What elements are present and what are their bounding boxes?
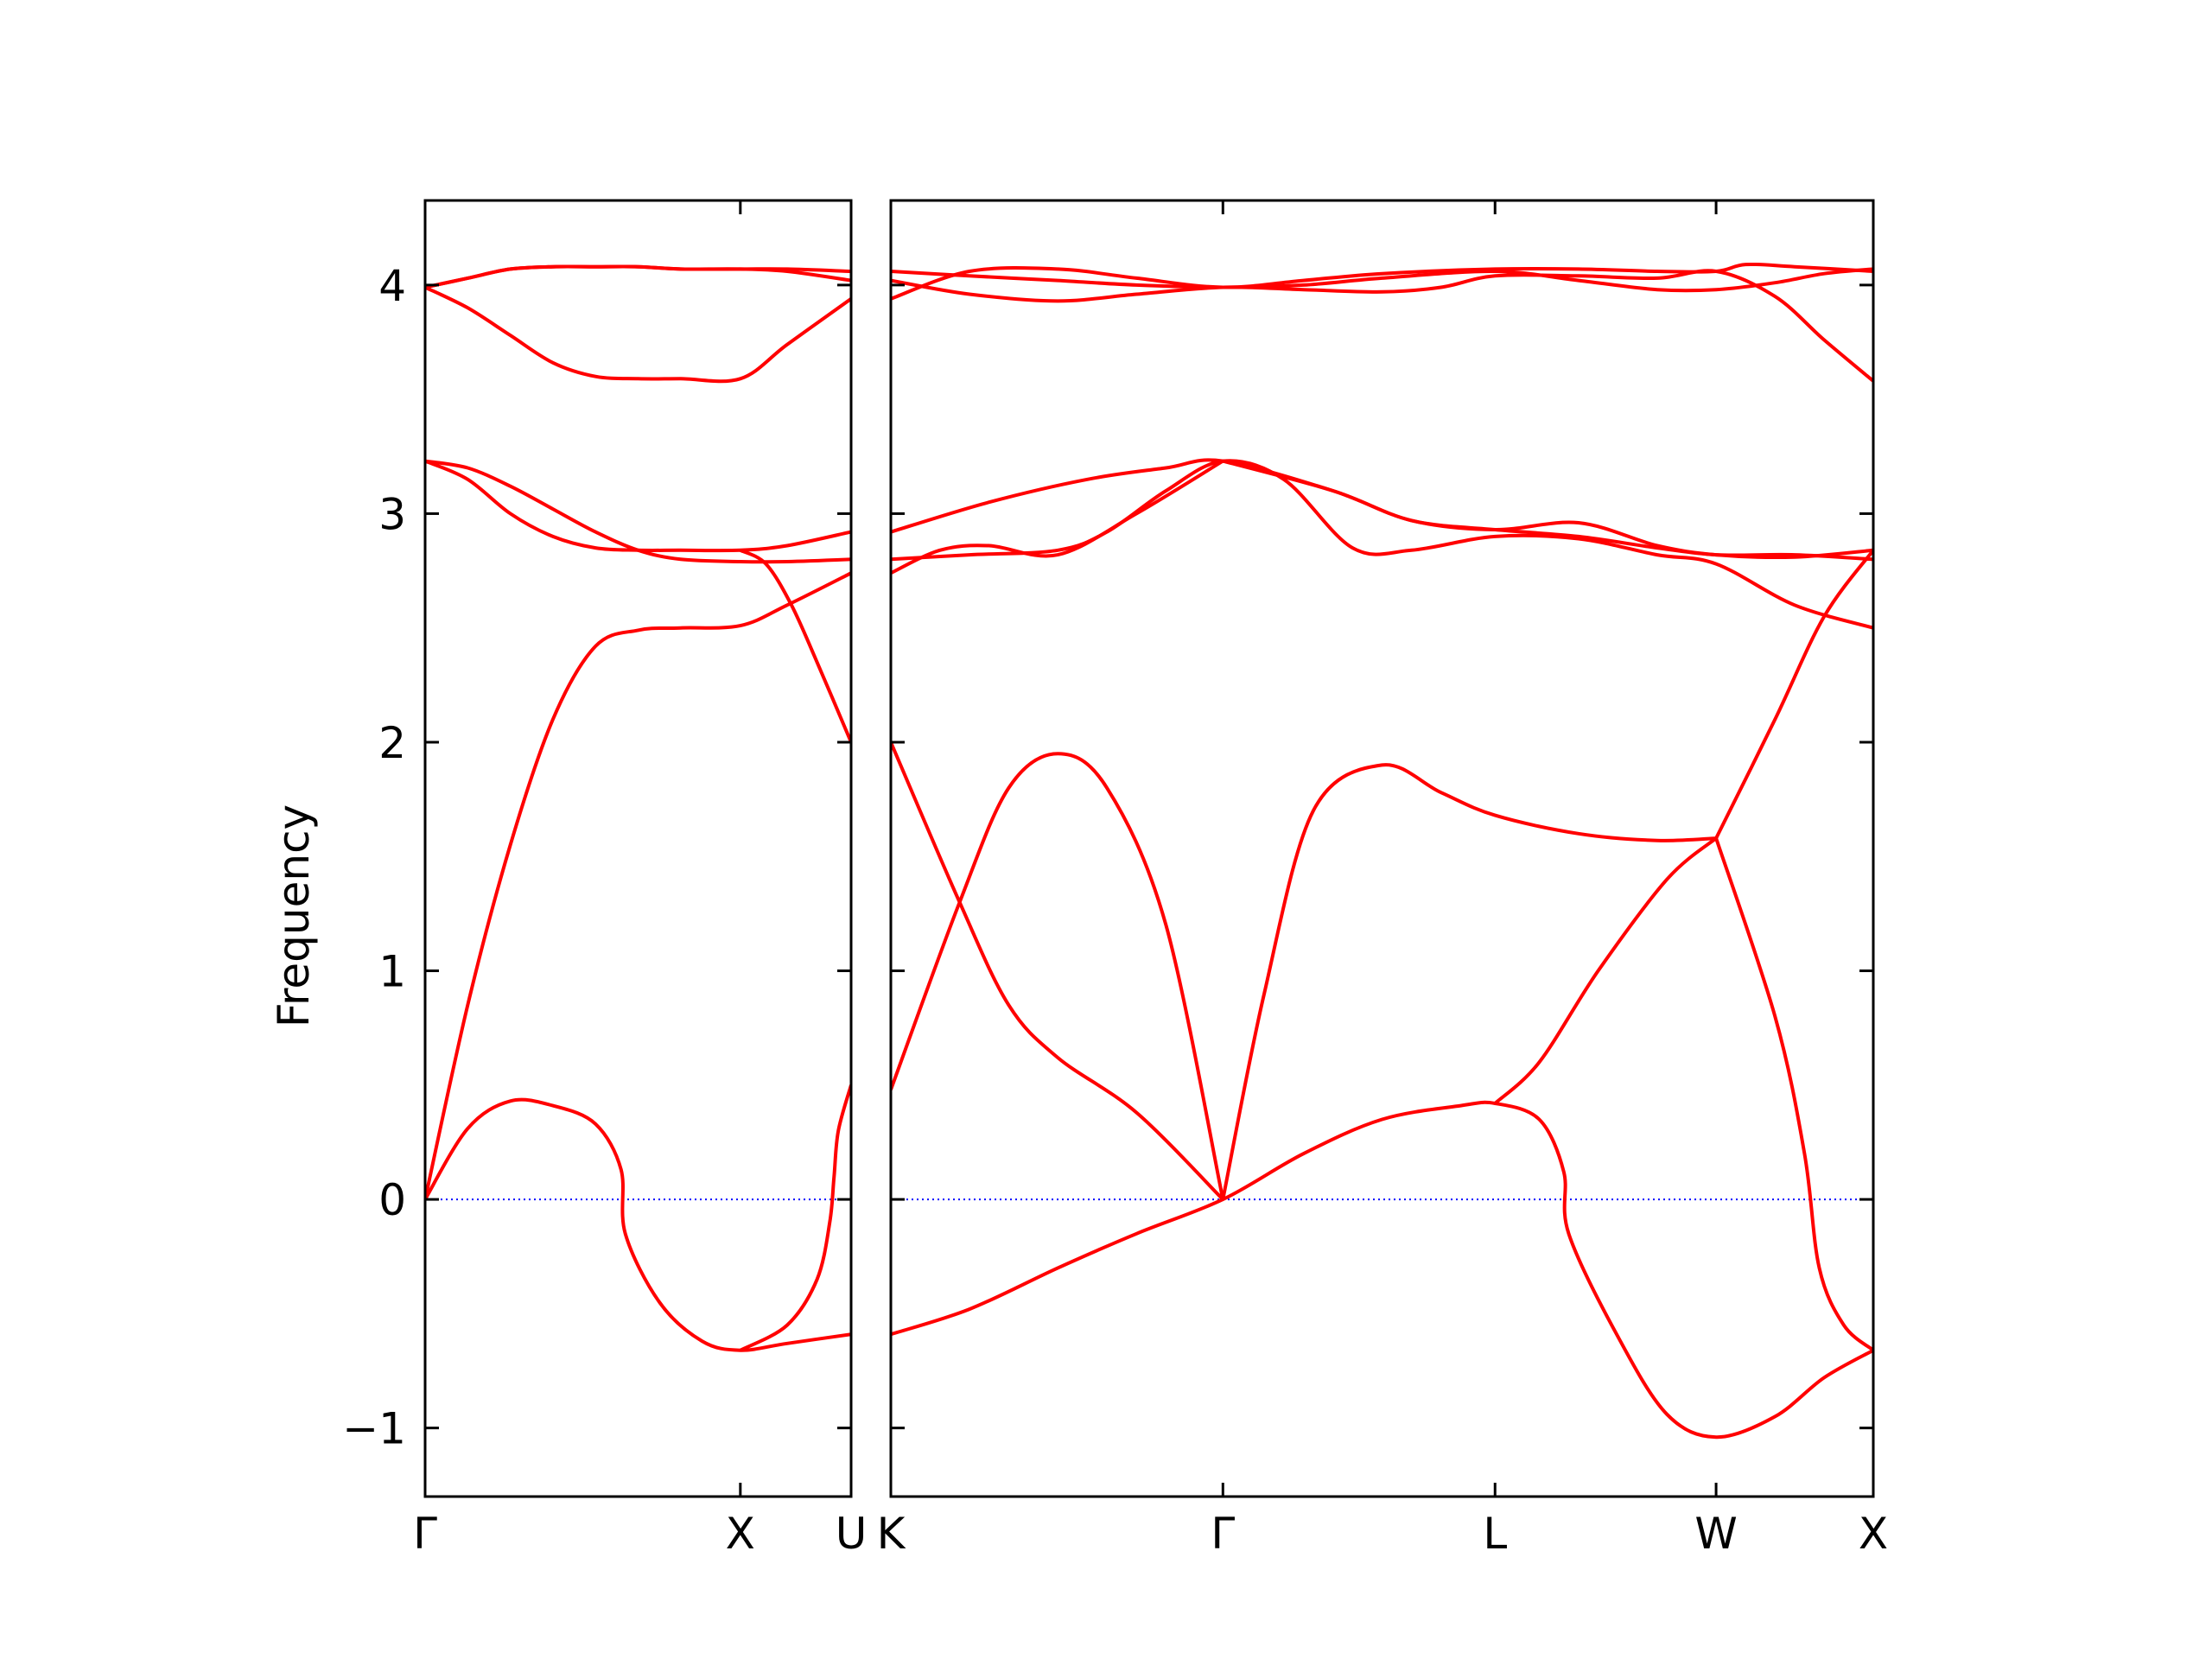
x-tick-label: U <box>836 1509 868 1559</box>
band-line-1-7 <box>891 459 1873 630</box>
panel-k-gamma-l-w-x-frame <box>889 199 1875 1498</box>
x-tick-label: W <box>1694 1509 1737 1559</box>
band-line-1-1 <box>891 752 1225 1200</box>
band-line-1-12 <box>891 269 1873 383</box>
x-tick-label: K <box>877 1509 906 1559</box>
y-tick-label: 4 <box>378 261 406 311</box>
x-tick-label: X <box>726 1509 755 1559</box>
x-tick-label: Γ <box>1211 1509 1235 1559</box>
band-line-0-8 <box>739 548 851 743</box>
y-tick-label: 1 <box>378 947 406 997</box>
band-line-1-5 <box>1714 837 1873 1352</box>
band-line-0-7 <box>739 1084 851 1352</box>
band-line-1-10 <box>1222 459 1873 562</box>
y-axis-label: Frequency <box>269 804 319 1027</box>
band-line-0-4 <box>425 285 851 384</box>
x-tick-label: Γ <box>413 1509 437 1559</box>
y-tick-label: 2 <box>378 718 406 768</box>
band-line-1-4 <box>1493 836 1718 1105</box>
band-line-1-3 <box>1221 763 1717 1200</box>
band-line-1-2 <box>891 741 1224 1201</box>
y-tick-label: 0 <box>378 1175 406 1225</box>
panel-gamma-x-u-frame <box>423 199 853 1498</box>
y-tick-label: −1 <box>342 1404 406 1454</box>
y-tick-label: 3 <box>378 489 406 539</box>
band-line-0-1 <box>425 571 851 1200</box>
band-line-1-6 <box>1714 549 1873 839</box>
band-line-1-8 <box>891 459 1224 575</box>
band-line-1-11 <box>891 262 1873 301</box>
band-line-1-13 <box>891 267 1873 293</box>
band-line-0-0 <box>425 1097 851 1352</box>
band-line-0-6 <box>425 264 851 289</box>
x-tick-label: L <box>1483 1509 1507 1559</box>
x-tick-label: X <box>1859 1509 1888 1559</box>
band-line-0-2 <box>425 459 851 553</box>
band-line-0-3 <box>425 459 851 564</box>
band-line-1-0 <box>891 1100 1873 1440</box>
